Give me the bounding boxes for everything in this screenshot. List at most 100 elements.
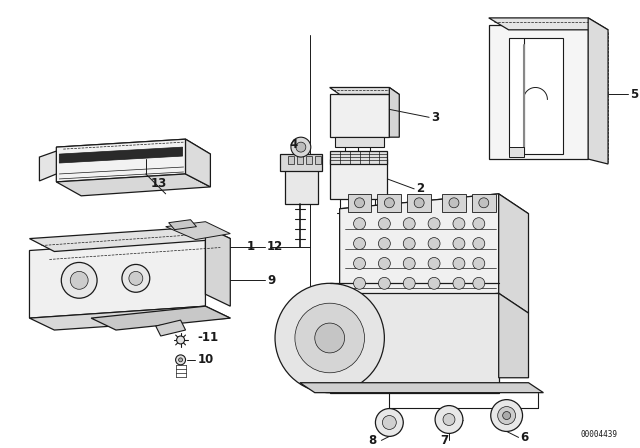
Polygon shape — [315, 156, 321, 164]
Polygon shape — [205, 227, 230, 306]
Circle shape — [428, 277, 440, 289]
Text: 6: 6 — [520, 431, 529, 444]
Circle shape — [403, 258, 415, 269]
Polygon shape — [442, 194, 466, 212]
Circle shape — [295, 303, 365, 373]
Text: 5: 5 — [630, 88, 638, 101]
Circle shape — [376, 409, 403, 436]
Circle shape — [378, 258, 390, 269]
Polygon shape — [489, 25, 588, 159]
Polygon shape — [56, 174, 211, 196]
Polygon shape — [588, 18, 608, 164]
Polygon shape — [29, 239, 205, 318]
Polygon shape — [60, 147, 182, 163]
Circle shape — [443, 414, 455, 426]
Circle shape — [177, 336, 184, 344]
Polygon shape — [472, 194, 496, 212]
Circle shape — [498, 407, 516, 424]
Polygon shape — [300, 383, 543, 392]
Circle shape — [435, 405, 463, 433]
Polygon shape — [29, 227, 230, 251]
Circle shape — [275, 283, 385, 392]
Circle shape — [502, 412, 511, 419]
Circle shape — [129, 271, 143, 285]
Circle shape — [296, 142, 306, 152]
Circle shape — [403, 218, 415, 230]
Circle shape — [453, 237, 465, 250]
Text: 10: 10 — [198, 353, 214, 366]
Text: 00004439: 00004439 — [581, 431, 618, 439]
Text: 2: 2 — [416, 182, 424, 195]
Circle shape — [353, 258, 365, 269]
Text: 8: 8 — [368, 434, 376, 447]
Circle shape — [428, 218, 440, 230]
Circle shape — [61, 263, 97, 298]
Polygon shape — [330, 151, 387, 164]
Polygon shape — [499, 293, 529, 378]
Polygon shape — [389, 87, 399, 137]
Text: 13: 13 — [151, 177, 167, 190]
Polygon shape — [29, 306, 230, 330]
Polygon shape — [407, 194, 431, 212]
Polygon shape — [91, 306, 230, 330]
Circle shape — [353, 237, 365, 250]
Circle shape — [291, 137, 311, 157]
Polygon shape — [280, 154, 322, 171]
Circle shape — [473, 218, 484, 230]
Circle shape — [428, 258, 440, 269]
Polygon shape — [297, 156, 303, 164]
Circle shape — [179, 358, 182, 362]
Circle shape — [315, 323, 344, 353]
Text: -11: -11 — [198, 332, 219, 345]
Polygon shape — [330, 159, 387, 199]
Text: 9: 9 — [267, 274, 275, 287]
Polygon shape — [56, 139, 211, 162]
Circle shape — [453, 277, 465, 289]
Polygon shape — [156, 320, 186, 336]
Circle shape — [382, 416, 396, 430]
Circle shape — [353, 277, 365, 289]
Circle shape — [355, 198, 365, 208]
Circle shape — [378, 277, 390, 289]
Circle shape — [428, 237, 440, 250]
Circle shape — [403, 237, 415, 250]
Circle shape — [403, 277, 415, 289]
Polygon shape — [285, 167, 318, 204]
Polygon shape — [489, 18, 608, 30]
Polygon shape — [509, 38, 563, 154]
Circle shape — [385, 198, 394, 208]
Text: 3: 3 — [431, 111, 439, 124]
Circle shape — [473, 277, 484, 289]
Polygon shape — [186, 139, 211, 187]
Polygon shape — [288, 156, 294, 164]
Polygon shape — [348, 194, 371, 212]
Polygon shape — [306, 156, 312, 164]
Circle shape — [453, 218, 465, 230]
Circle shape — [491, 400, 522, 431]
Circle shape — [175, 355, 186, 365]
Polygon shape — [340, 194, 499, 308]
Polygon shape — [335, 137, 385, 147]
Polygon shape — [330, 293, 499, 383]
Circle shape — [414, 198, 424, 208]
Polygon shape — [330, 95, 389, 137]
Polygon shape — [340, 194, 529, 228]
Text: 12: 12 — [267, 240, 284, 253]
Circle shape — [70, 271, 88, 289]
Circle shape — [378, 237, 390, 250]
Polygon shape — [509, 147, 524, 157]
Circle shape — [453, 258, 465, 269]
Circle shape — [479, 198, 489, 208]
Text: 1: 1 — [247, 240, 255, 253]
Polygon shape — [56, 139, 186, 182]
Text: 7: 7 — [440, 434, 448, 447]
Text: 4: 4 — [290, 138, 298, 151]
Circle shape — [449, 198, 459, 208]
Polygon shape — [166, 222, 230, 240]
Circle shape — [473, 258, 484, 269]
Polygon shape — [330, 87, 399, 95]
Circle shape — [122, 264, 150, 292]
Circle shape — [378, 218, 390, 230]
Circle shape — [473, 237, 484, 250]
Polygon shape — [40, 151, 56, 181]
